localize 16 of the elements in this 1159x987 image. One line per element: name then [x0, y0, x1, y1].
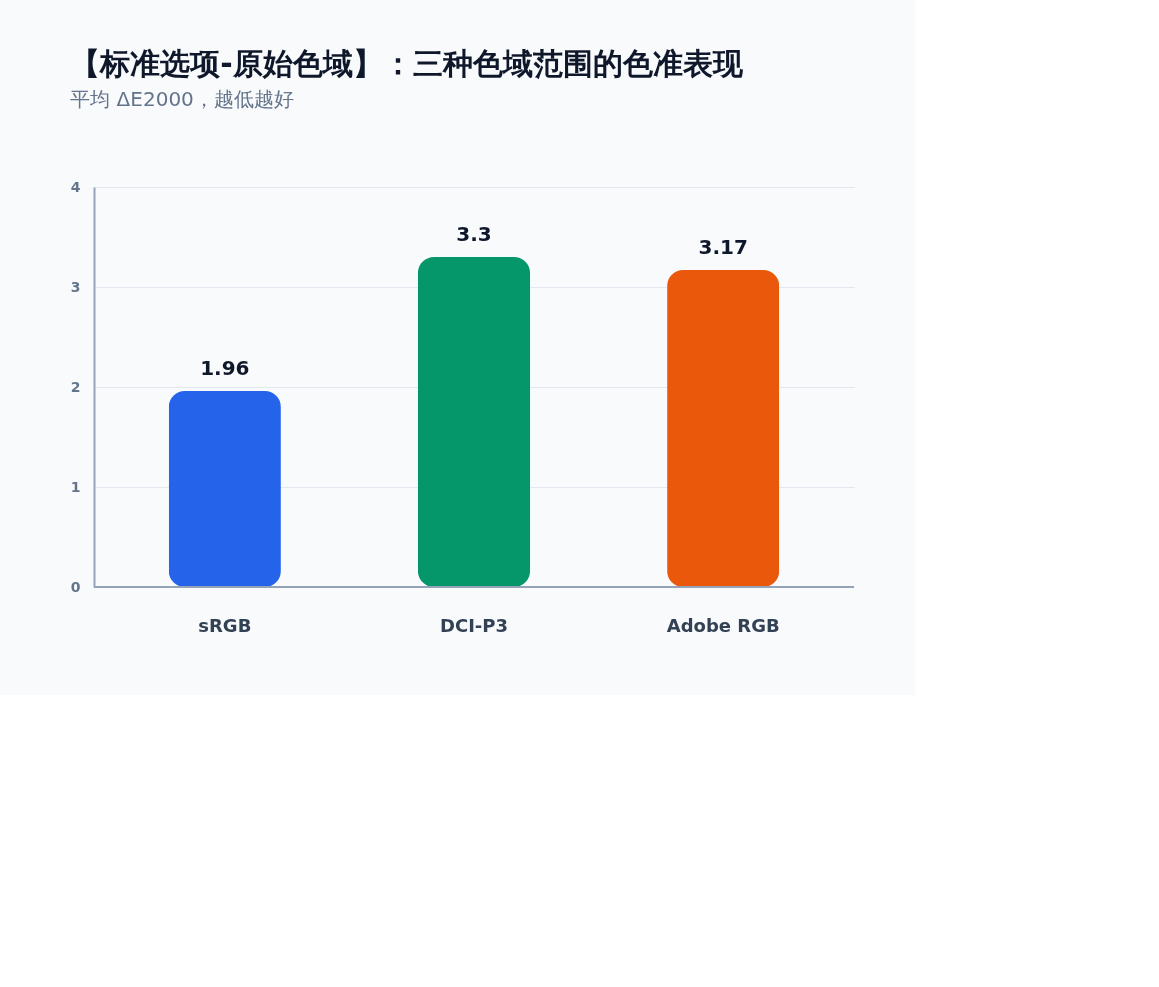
x-tick-label: DCI-P3 [439, 614, 509, 636]
data-label: 3.17 [698, 235, 748, 259]
bar [417, 257, 531, 587]
x-tick-label: sRGB [198, 614, 252, 636]
y-tick-label: 2 [70, 378, 81, 395]
y-tick-label: 1 [70, 478, 81, 495]
y-tick-label: 4 [70, 178, 81, 195]
bar [667, 270, 780, 587]
bar [168, 391, 281, 587]
chart-title: 【标准选项-原始色域】：三种色域范围的色准表现 [70, 46, 744, 81]
y-tick-label: 0 [70, 578, 81, 595]
chart-subtitle: 平均 ΔE2000，越低越好 [70, 87, 294, 111]
y-tick-label: 3 [70, 278, 81, 295]
x-tick-label: Adobe RGB [666, 614, 780, 636]
data-label: 3.3 [456, 222, 492, 246]
data-label: 1.96 [200, 356, 250, 380]
